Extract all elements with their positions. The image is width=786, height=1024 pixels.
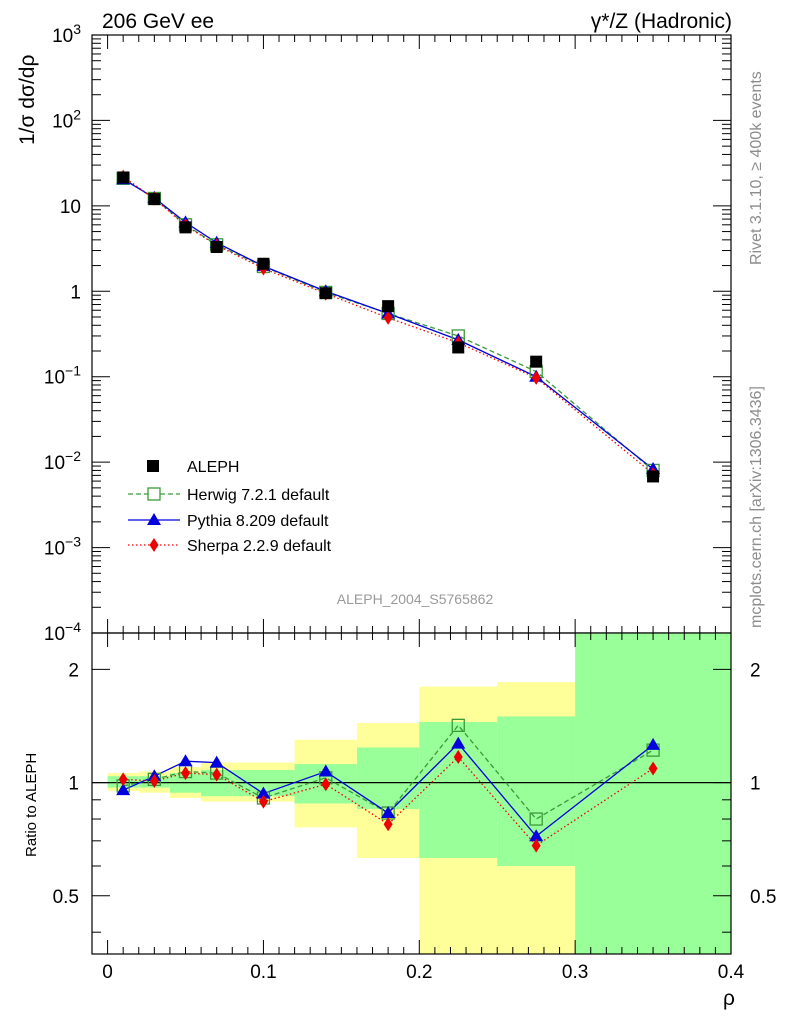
- legend-herwig-marker: [147, 487, 161, 501]
- ratio-line-sherpa: [123, 756, 654, 847]
- ratio-point-sherpa-2: [181, 766, 191, 781]
- legend: ALEPH Herwig 7.2.1 default Pythia 8.209 …: [128, 459, 332, 555]
- ratio-point-pythia-6: [381, 806, 396, 819]
- main-y-axis: 10−4 10−3 10−2 10−1 1 10 102 103: [44, 21, 731, 645]
- ratio-point-sherpa-1: [149, 773, 159, 788]
- ratio-point-herwig-7: [451, 718, 465, 732]
- ratio-point-pythia-0: [116, 783, 131, 796]
- main-y-tick-label: 10−3: [44, 534, 81, 560]
- x-tick-label: 0.3: [562, 962, 588, 983]
- mcplots-label: mcplots.cern.ch [arXiv:1306.3436]: [748, 386, 765, 628]
- x-axis: 0 0.1 0.2 0.3 0.4: [102, 633, 745, 983]
- ratio-series-lines: [122, 724, 654, 847]
- rivet-version-label: Rivet 3.1.10, ≥ 400k events: [748, 71, 765, 265]
- ratio-line-herwig: [123, 724, 654, 820]
- main-point-sherpa-8: [531, 370, 541, 385]
- x-tick-label: 0.4: [718, 962, 745, 983]
- legend-entry-pythia: Pythia 8.209 default: [128, 513, 329, 530]
- main-point-aleph-8: [530, 355, 543, 368]
- main-point-aleph-9: [647, 470, 660, 483]
- ratio-y-tick-label: 1: [68, 774, 79, 795]
- uncertainty-bands: [107, 633, 731, 954]
- ratio-y-tick-label-right: 0.5: [750, 887, 776, 908]
- ratio-point-pythia-7: [451, 736, 466, 749]
- ratio-series-markers: [116, 718, 661, 853]
- main-point-sherpa-6: [383, 310, 393, 325]
- ratio-point-sherpa-6: [383, 817, 393, 832]
- main-y-tick-label: 10−4: [44, 619, 81, 645]
- main-point-aleph-2: [179, 221, 192, 234]
- energy-label: 206 GeV ee: [102, 10, 214, 33]
- legend-pythia-label: Pythia 8.209 default: [187, 513, 329, 530]
- legend-entry-sherpa: Sherpa 2.2.9 default: [128, 538, 332, 555]
- legend-aleph-marker: [147, 460, 159, 472]
- ratio-line-pythia: [122, 742, 654, 838]
- ratio-point-herwig-8: [529, 812, 543, 826]
- ratio-y-axis: 0.5 0.5 1 1 2 2: [53, 660, 776, 933]
- main-y-tick-label: 10−2: [44, 448, 81, 474]
- x-tick-label: 0.1: [250, 962, 276, 983]
- band-green-6: [356, 747, 420, 810]
- analysis-watermark: ALEPH_2004_S5765862: [337, 591, 494, 607]
- band-green-9: [575, 633, 731, 954]
- main-series-lines: [122, 176, 654, 475]
- ratio-point-pythia-5: [318, 764, 333, 777]
- ratio-point-pythia-4: [256, 786, 271, 799]
- legend-entry-aleph: ALEPH: [147, 459, 239, 476]
- ratio-point-sherpa-8: [531, 838, 541, 853]
- ratio-y-tick-label-right: 1: [750, 774, 761, 795]
- main-point-aleph-1: [148, 193, 161, 206]
- legend-entry-herwig: Herwig 7.2.1 default: [128, 487, 330, 504]
- main-point-aleph-5: [319, 287, 332, 300]
- main-y-tick-label: 10: [60, 197, 81, 218]
- ratio-y-tick-label: 2: [68, 660, 79, 681]
- legend-herwig-label: Herwig 7.2.1 default: [187, 487, 330, 504]
- ratio-frame: [91, 632, 732, 955]
- ratio-point-sherpa-9: [648, 761, 658, 776]
- ratio-point-sherpa-7: [453, 749, 463, 764]
- ratio-y-axis-title: Ratio to ALEPH: [23, 753, 40, 857]
- main-point-aleph-7: [452, 341, 465, 354]
- legend-pythia-marker: [147, 513, 161, 525]
- ratio-point-pythia-8: [529, 829, 544, 842]
- main-y-axis-title: 1/σ dσ/dρ: [16, 55, 39, 145]
- ratio-point-pythia-2: [178, 754, 193, 767]
- process-label: γ*/Z (Hadronic): [591, 10, 732, 33]
- main-line-herwig: [122, 177, 654, 471]
- ratio-point-sherpa-4: [258, 794, 268, 809]
- legend-sherpa-marker: [149, 538, 159, 552]
- main-y-tick-label: 10−1: [44, 363, 81, 389]
- ratio-point-sherpa-0: [118, 772, 128, 787]
- x-tick-label: 0: [102, 962, 113, 983]
- main-point-aleph-3: [210, 240, 223, 253]
- main-y-tick-label: 102: [52, 106, 81, 132]
- ratio-point-pythia-9: [646, 737, 661, 750]
- main-point-aleph-4: [257, 257, 270, 270]
- ratio-point-sherpa-5: [321, 777, 331, 792]
- main-y-tick-label: 103: [52, 21, 81, 47]
- main-x-ticks: [107, 35, 732, 633]
- main-series-markers: [116, 169, 661, 483]
- ratio-point-pythia-3: [209, 755, 224, 768]
- legend-sherpa-label: Sherpa 2.2.9 default: [187, 538, 332, 555]
- main-line-sherpa: [122, 176, 654, 475]
- main-point-aleph-6: [382, 300, 395, 313]
- x-tick-label: 0.2: [406, 962, 432, 983]
- main-panel: 10−4 10−3 10−2 10−1 1 10 102 103 1/σ dσ/dρ ALEP…: [16, 21, 732, 645]
- ratio-panel: 0.5 0.51 12 2 0 0.1 0.2 0.3 0.4 Ratio to ALEPH …: [23, 632, 776, 1010]
- ratio-y-tick-label: 0.5: [53, 887, 79, 908]
- ratio-point-sherpa-3: [212, 767, 222, 782]
- main-y-tick-label: 1: [70, 282, 81, 303]
- main-point-aleph-0: [117, 171, 130, 184]
- ratio-y-tick-label-right: 2: [750, 660, 761, 681]
- x-axis-title: ρ: [723, 987, 735, 1010]
- legend-aleph-label: ALEPH: [187, 459, 239, 476]
- main-line-pythia: [122, 178, 654, 470]
